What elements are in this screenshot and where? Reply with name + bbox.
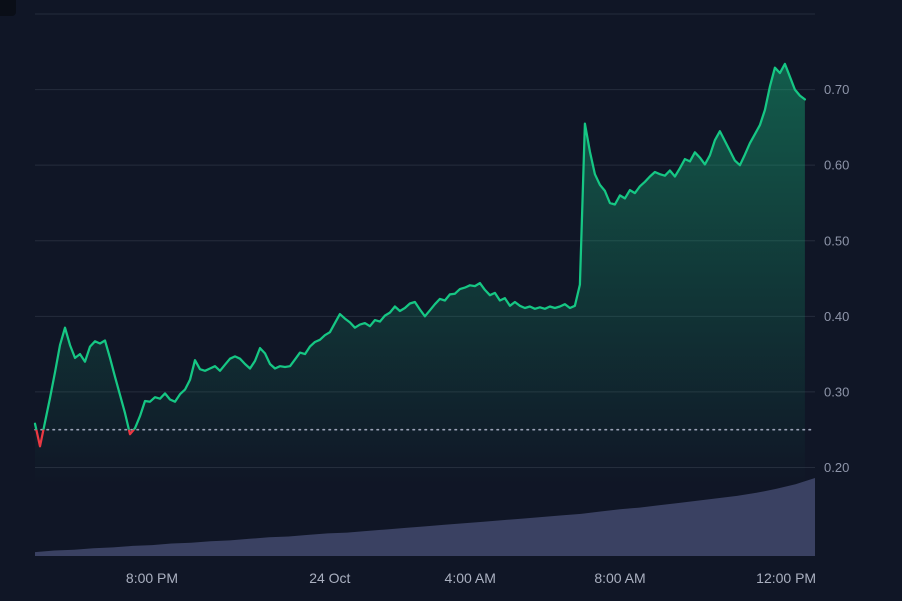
x-axis-labels: 8:00 PM 24 Oct 4:00 AM 8:00 AM 12:00 PM bbox=[126, 570, 816, 586]
y-tick-label: 0.70 bbox=[824, 82, 849, 97]
y-tick-label: 0.50 bbox=[824, 233, 849, 248]
y-axis-labels: 0.70 0.60 0.50 0.40 0.30 0.20 bbox=[824, 82, 849, 475]
corner-decoration bbox=[0, 0, 16, 16]
volume-area bbox=[35, 478, 815, 556]
x-tick-label: 8:00 PM bbox=[126, 570, 178, 586]
y-tick-label: 0.40 bbox=[824, 309, 849, 324]
y-tick-label: 0.20 bbox=[824, 460, 849, 475]
x-tick-label: 24 Oct bbox=[309, 570, 350, 586]
y-tick-label: 0.30 bbox=[824, 384, 849, 399]
x-tick-label: 12:00 PM bbox=[756, 570, 816, 586]
y-tick-label: 0.60 bbox=[824, 158, 849, 173]
x-tick-label: 8:00 AM bbox=[594, 570, 645, 586]
price-line bbox=[33, 62, 807, 430]
x-tick-label: 4:00 AM bbox=[445, 570, 496, 586]
